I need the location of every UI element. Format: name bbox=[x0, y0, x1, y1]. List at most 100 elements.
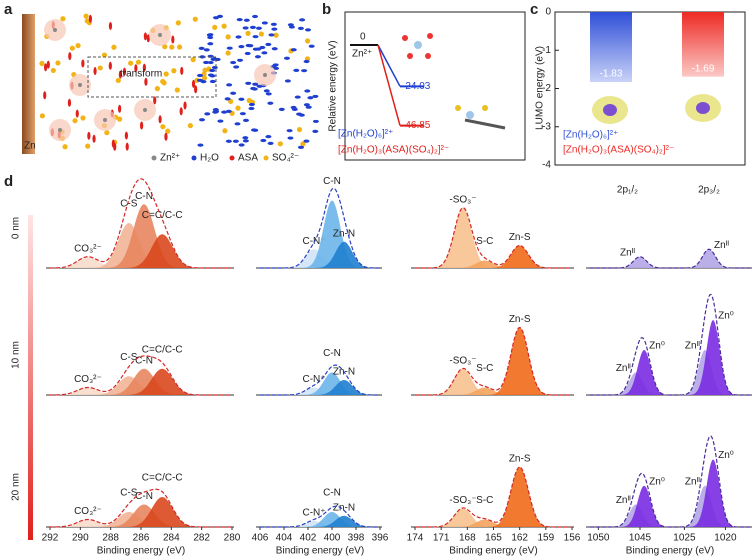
asa bbox=[93, 67, 97, 76]
sulfate bbox=[221, 23, 227, 29]
sulfate bbox=[169, 44, 175, 50]
asa bbox=[88, 14, 92, 23]
sulfate bbox=[104, 130, 110, 136]
sulfate bbox=[171, 68, 177, 74]
asa bbox=[183, 101, 187, 110]
water bbox=[312, 129, 319, 134]
water bbox=[278, 107, 285, 111]
legend-marker bbox=[151, 155, 157, 161]
water bbox=[213, 16, 220, 20]
envelope bbox=[260, 364, 381, 396]
column-header: 2p₁/₂ bbox=[617, 185, 638, 196]
water bbox=[252, 47, 259, 51]
x-tick-label: 284 bbox=[163, 533, 180, 544]
asa bbox=[143, 32, 148, 41]
water bbox=[254, 55, 261, 59]
water bbox=[248, 106, 255, 111]
sulfate bbox=[117, 116, 123, 122]
water bbox=[198, 46, 205, 50]
asa bbox=[46, 60, 50, 69]
water bbox=[303, 103, 310, 107]
envelope bbox=[415, 466, 572, 528]
peak-label: C-N bbox=[323, 176, 341, 187]
asa bbox=[67, 98, 72, 107]
sulfate bbox=[190, 57, 196, 63]
peak-label: Znᴵᴵ bbox=[685, 476, 700, 487]
water bbox=[303, 139, 310, 143]
transform-box bbox=[87, 56, 217, 98]
envelope bbox=[590, 336, 666, 396]
bar bbox=[682, 12, 724, 77]
legend-label: SO₄²⁻ bbox=[272, 153, 299, 164]
x-axis-label: Binding energy (eV) bbox=[626, 546, 714, 557]
x-tick-label: 400 bbox=[324, 533, 341, 544]
peak-label: CO₃²⁻ bbox=[74, 374, 102, 385]
zinc-ion bbox=[263, 73, 267, 77]
peak-label: C=C/C-C bbox=[142, 210, 183, 221]
asa bbox=[108, 61, 112, 70]
column-header: 2p₃/₂ bbox=[698, 185, 720, 196]
sulfate bbox=[225, 34, 231, 40]
asa bbox=[125, 142, 129, 151]
legend-marker bbox=[191, 155, 197, 161]
water bbox=[267, 101, 274, 105]
component-peak bbox=[50, 368, 232, 395]
water bbox=[286, 129, 293, 133]
water bbox=[297, 26, 304, 31]
water bbox=[267, 141, 274, 145]
water bbox=[212, 107, 219, 112]
water bbox=[252, 14, 259, 19]
asa bbox=[179, 107, 183, 116]
water bbox=[233, 65, 240, 69]
level-value: -46.85 bbox=[402, 120, 431, 131]
envelope bbox=[668, 293, 750, 396]
connector bbox=[377, 44, 401, 87]
sulfate bbox=[304, 38, 311, 44]
zn-electrode bbox=[22, 14, 35, 154]
peak-label: Zn-S bbox=[509, 314, 531, 325]
peak-label: C=C/C-C bbox=[142, 473, 183, 484]
sulfate bbox=[277, 141, 283, 147]
x-tick-label: 398 bbox=[348, 533, 365, 544]
component-peak bbox=[260, 200, 380, 268]
panel-letter: c bbox=[530, 1, 538, 18]
peak-label: S-C bbox=[476, 495, 493, 506]
sulfate bbox=[245, 30, 251, 37]
sulfate bbox=[39, 113, 45, 119]
x-tick-label: 1020 bbox=[714, 533, 737, 544]
component-peak bbox=[415, 368, 572, 395]
water bbox=[211, 65, 218, 70]
water bbox=[305, 105, 312, 109]
water bbox=[235, 35, 242, 39]
y-tick-label: -4 bbox=[542, 160, 551, 171]
peak-label: C-N⁺ bbox=[302, 374, 325, 385]
component-peak bbox=[668, 320, 750, 395]
sulfate bbox=[246, 97, 252, 104]
water bbox=[242, 26, 249, 30]
peak-label: -SO₃⁻ bbox=[449, 355, 476, 366]
sulfate bbox=[75, 42, 81, 49]
water bbox=[299, 18, 306, 22]
zinc-ion bbox=[143, 108, 147, 112]
sulfate bbox=[222, 128, 228, 134]
asa bbox=[144, 77, 148, 86]
water bbox=[248, 102, 255, 107]
x-axis-label: Binding energy (eV) bbox=[97, 546, 185, 557]
asa bbox=[140, 121, 144, 130]
component-peak bbox=[415, 467, 572, 527]
peak-label: -SO₃⁻ bbox=[449, 495, 476, 506]
legend-label: [Zn(H₂O)₆]²⁺ bbox=[563, 130, 618, 141]
envelope bbox=[49, 178, 232, 269]
legend-label: Zn²⁺ bbox=[160, 153, 180, 164]
panel-letter: b bbox=[322, 1, 331, 18]
sulfate bbox=[72, 118, 78, 124]
envelope bbox=[415, 326, 572, 396]
water bbox=[238, 143, 245, 147]
component-peak bbox=[415, 387, 572, 395]
asa bbox=[164, 132, 168, 141]
water bbox=[271, 27, 278, 31]
x-tick-label: 290 bbox=[72, 533, 89, 544]
x-tick-label: 292 bbox=[42, 533, 59, 544]
component-peak bbox=[668, 459, 750, 527]
water bbox=[242, 139, 249, 143]
